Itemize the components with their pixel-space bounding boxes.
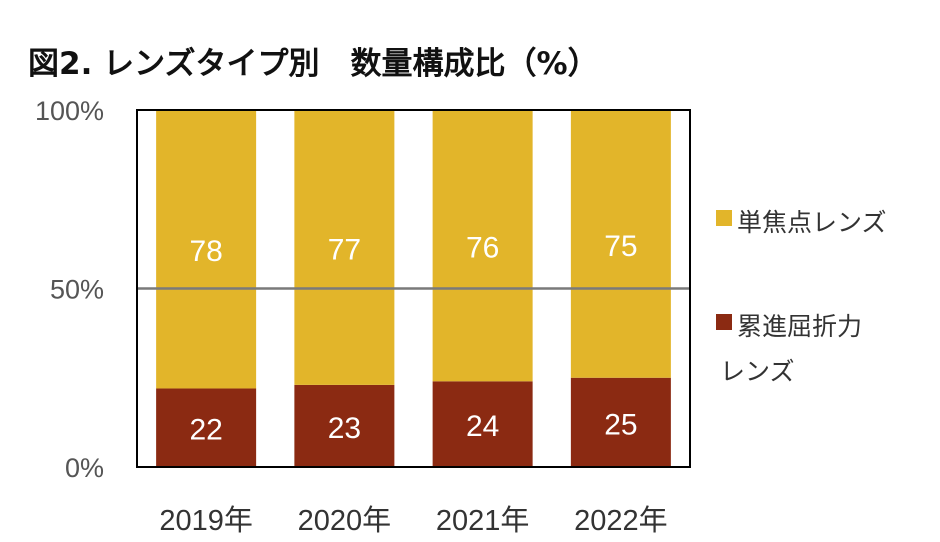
data-label: 75 <box>604 230 637 263</box>
bar-segment <box>570 377 671 467</box>
x-category-label: 2019年 <box>159 504 253 537</box>
legend-label: 累進屈折力 <box>737 312 862 341</box>
bar-segment <box>294 384 395 467</box>
data-label: 77 <box>328 233 361 266</box>
bar-segment <box>432 381 533 467</box>
data-label: 23 <box>328 412 361 445</box>
bar-segment <box>294 110 395 385</box>
data-label: 22 <box>189 414 222 447</box>
x-category-label: 2022年 <box>574 504 668 537</box>
bar-segment <box>570 110 671 378</box>
chart-title: 図2. レンズタイプ別 数量構成比（%） <box>28 46 599 82</box>
y-tick-label: 50% <box>50 275 104 305</box>
data-label: 78 <box>189 235 222 268</box>
data-label: 76 <box>466 232 499 265</box>
data-label: 25 <box>604 408 637 441</box>
bar-segment <box>156 110 257 389</box>
y-tick-label: 100% <box>35 96 104 126</box>
legend-label: レンズ <box>720 357 795 386</box>
bar-segment <box>432 110 533 382</box>
legend-label: 単焦点レンズ <box>737 208 887 237</box>
data-label: 24 <box>466 410 499 443</box>
x-category-label: 2020年 <box>298 504 392 537</box>
bar-segment <box>156 388 257 467</box>
plot-border <box>136 109 691 468</box>
legend-swatch <box>716 314 732 330</box>
bars-group <box>156 110 671 467</box>
x-category-label: 2021年 <box>436 504 530 537</box>
y-tick-label: 0% <box>65 453 104 483</box>
legend-swatch <box>716 210 732 226</box>
